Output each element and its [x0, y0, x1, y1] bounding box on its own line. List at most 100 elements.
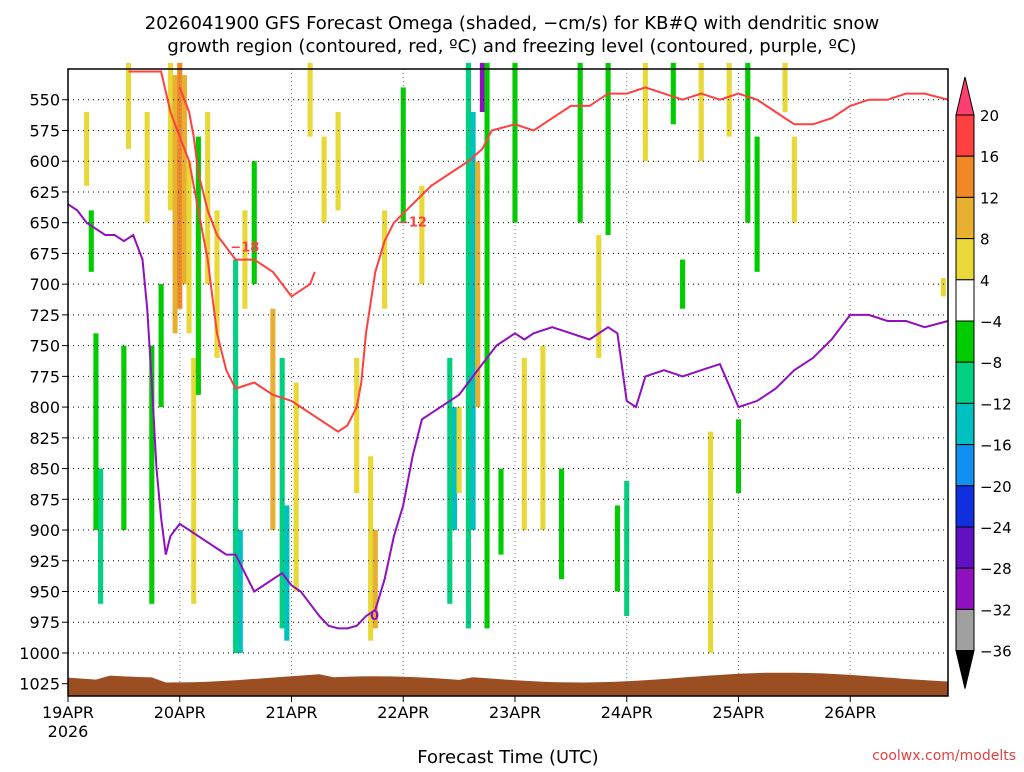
y-tick-label: 925	[29, 552, 60, 571]
colorbar-swatch	[955, 485, 975, 528]
x-tick-label: 20APR	[154, 703, 206, 722]
x-tick-sublabel: 2026	[48, 722, 89, 741]
x-tick-label: 26APR	[824, 703, 876, 722]
omega-cell	[419, 185, 425, 285]
omega-cell	[125, 62, 132, 149]
colorbar-label: 8	[980, 231, 990, 249]
omega-cell	[642, 62, 648, 162]
omega-cell	[470, 112, 476, 531]
omega-cell	[782, 62, 788, 113]
omega-cell	[93, 333, 99, 531]
colorbar-label: 12	[980, 189, 999, 207]
x-tick-label: 21APR	[265, 703, 317, 722]
chart-title-line-1: 2026041900 GFS Forecast Omega (shaded, −…	[145, 13, 880, 34]
omega-cell	[270, 308, 276, 531]
omega-cell	[88, 210, 94, 272]
colorbar-swatch	[955, 196, 975, 240]
omega-cell	[214, 210, 220, 358]
colorbar-label: −16	[980, 437, 1012, 455]
colorbar-swatch	[955, 608, 975, 652]
y-tick-label: 825	[29, 429, 60, 448]
colorbar-label: −32	[980, 601, 1012, 619]
omega-cell	[144, 112, 150, 223]
colorbar-label: −8	[980, 354, 1002, 372]
omega-cell	[614, 505, 620, 592]
contour-line	[178, 87, 316, 298]
y-tick-label: 875	[29, 490, 60, 509]
omega-cell	[368, 456, 374, 641]
omega-cell	[172, 75, 178, 334]
colorbar-swatch	[955, 114, 975, 157]
omega-cell	[354, 357, 360, 494]
y-tick-label: 750	[29, 337, 60, 356]
x-tick-label: 24APR	[601, 703, 653, 722]
omega-cell	[205, 112, 211, 285]
colorbar-swatch	[955, 320, 975, 363]
y-tick-label: 975	[29, 613, 60, 632]
omega-cell	[754, 136, 760, 272]
colorbar-label: 4	[980, 272, 990, 290]
omega-cell	[149, 345, 155, 604]
y-tick-label: 600	[29, 152, 60, 171]
y-tick-label: 900	[29, 521, 60, 540]
y-tick-label: 650	[29, 214, 60, 233]
x-tick-label: 23APR	[489, 703, 541, 722]
omega-cell	[475, 161, 481, 408]
y-tick-label: 675	[29, 244, 60, 263]
omega-cell	[251, 161, 257, 285]
colorbar-swatch	[955, 567, 975, 610]
omega-cell	[284, 505, 290, 641]
colorbar-label: −12	[980, 395, 1012, 413]
omega-cell	[233, 259, 239, 653]
colorbar: 20 16 12 8 4 −4 −8 −12 −16 −20 −24 −28 −32 −36	[955, 76, 1012, 689]
omega-cell	[707, 431, 714, 653]
x-axis-title: Forecast Time (UTC)	[417, 747, 598, 768]
omega-cell	[321, 136, 327, 223]
chart-title-line-2: growth region (contoured, red, ºC) and f…	[167, 36, 856, 57]
y-tick-label: 550	[29, 91, 60, 110]
omega-cell	[558, 468, 565, 580]
colorbar-label: 16	[980, 148, 999, 166]
colorbar-label: −36	[980, 643, 1012, 661]
omega-cell	[940, 278, 946, 297]
y-tick-label: 775	[29, 367, 60, 386]
colorbar-swatch	[955, 361, 975, 404]
omega-cell	[624, 480, 630, 617]
colorbar-label: −20	[980, 478, 1012, 496]
y-tick-label: 625	[29, 183, 60, 202]
y-tick-label: 725	[29, 306, 60, 325]
omega-cell	[479, 62, 485, 113]
credit-label: coolwx.com/modelts	[872, 748, 1016, 764]
omega-cell	[498, 468, 504, 555]
omega-cell	[400, 87, 406, 223]
omega-cell	[84, 112, 90, 186]
omega-cell	[195, 136, 201, 395]
x-tick-label: 19APR	[42, 703, 94, 722]
omega-cell	[726, 62, 732, 137]
colorbar-swatch	[955, 155, 975, 198]
omega-cell	[735, 419, 742, 494]
omega-cell	[447, 357, 453, 604]
omega-cell	[181, 75, 187, 285]
omega-cell	[191, 357, 197, 604]
x-tick-label: 25APR	[712, 703, 764, 722]
y-tick-label: 1025	[19, 675, 60, 694]
omega-cell	[577, 62, 583, 223]
omega-cell	[745, 62, 751, 223]
omega-cell	[596, 234, 602, 358]
contour-label: −12	[398, 216, 427, 231]
colorbar-label: 20	[980, 107, 999, 125]
y-tick-label: 850	[29, 460, 60, 479]
y-axis: 550 575 600 625 650 675 700 725 750 775 800 825 850 8…	[19, 91, 68, 694]
omega-cell	[680, 259, 686, 309]
omega-cell	[186, 161, 192, 334]
contour-line	[128, 70, 949, 433]
omega-cell	[167, 62, 173, 211]
omega-cell	[456, 407, 462, 494]
omega-cell	[98, 468, 104, 604]
omega-cell	[512, 62, 518, 223]
colorbar-label: −28	[980, 560, 1012, 578]
